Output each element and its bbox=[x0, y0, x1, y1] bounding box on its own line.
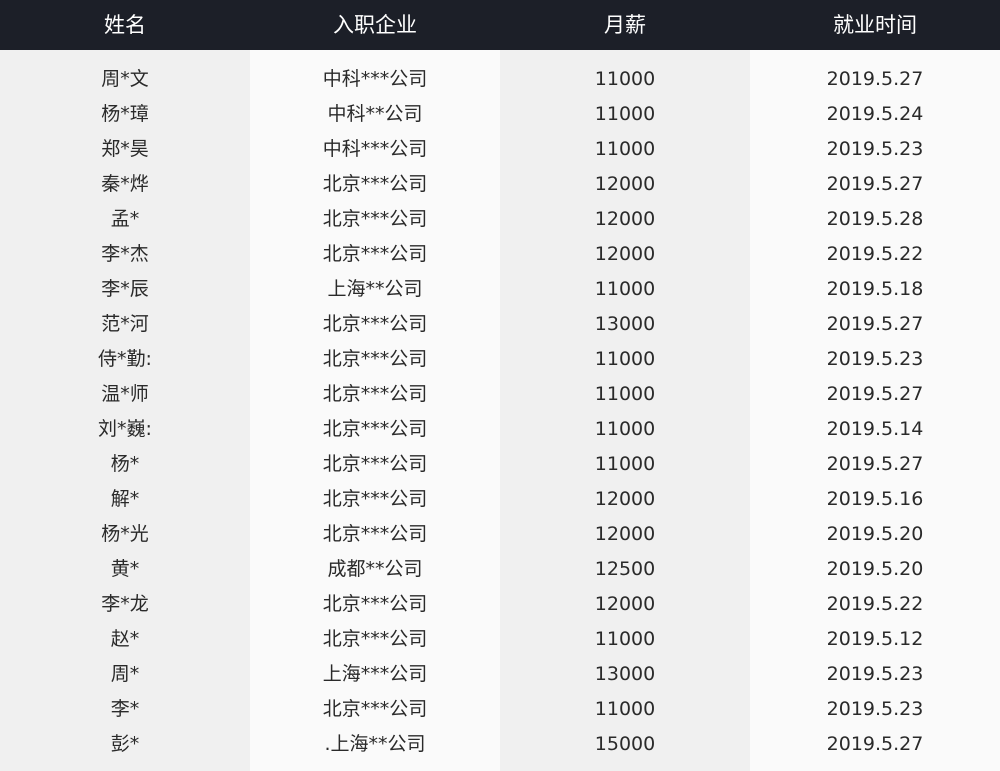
date-cell: 2019.5.27 bbox=[826, 733, 924, 755]
date-cell: 2019.5.14 bbox=[826, 418, 924, 440]
name-cell: 李*辰 bbox=[101, 278, 149, 300]
date-cell: 2019.5.22 bbox=[826, 593, 924, 615]
date-cell: 2019.5.23 bbox=[826, 698, 924, 720]
header-company: 入职企业 bbox=[333, 13, 417, 37]
header-name: 姓名 bbox=[104, 13, 146, 37]
salary-cell: 12000 bbox=[594, 523, 656, 545]
name-cell: 李*杰 bbox=[101, 243, 149, 265]
date-cell: 2019.5.27 bbox=[826, 453, 924, 475]
company-cell: .上海**公司 bbox=[324, 733, 426, 755]
salary-cell: 13000 bbox=[594, 663, 656, 685]
salary-cell: 12500 bbox=[594, 558, 656, 580]
date-cell: 2019.5.20 bbox=[826, 558, 924, 580]
name-cell: 杨* bbox=[110, 453, 140, 475]
salary-cell: 11000 bbox=[594, 68, 656, 90]
company-cell: 中科***公司 bbox=[322, 68, 428, 90]
column-salary: 11000 11000 11000 12000 12000 12000 11000 13000… bbox=[500, 50, 750, 771]
date-cell: 2019.5.24 bbox=[826, 103, 924, 125]
date-cell: 2019.5.23 bbox=[826, 348, 924, 370]
company-cell: 北京***公司 bbox=[322, 488, 428, 510]
company-cell: 上海***公司 bbox=[322, 663, 428, 685]
date-cell: 2019.5.22 bbox=[826, 243, 924, 265]
company-cell: 成都**公司 bbox=[327, 558, 423, 580]
date-cell: 2019.5.23 bbox=[826, 138, 924, 160]
salary-cell: 11000 bbox=[594, 278, 656, 300]
date-cell: 2019.5.12 bbox=[826, 628, 924, 650]
name-cell: 刘*巍: bbox=[98, 418, 152, 440]
company-cell: 北京***公司 bbox=[322, 243, 428, 265]
salary-cell: 12000 bbox=[594, 173, 656, 195]
salary-cell: 11000 bbox=[594, 628, 656, 650]
table-body: 周*文杨*璋郑*昊秦*烨孟* 李*杰李*辰范*河侍*勤: 温*师刘*巍: 杨* 解* 杨*… bbox=[0, 50, 1000, 771]
date-cell: 2019.5.20 bbox=[826, 523, 924, 545]
column-date: 2019.5.27 2019.5.24 2019.5.23 2019.5.27 2019… bbox=[750, 50, 1000, 771]
company-cell: 北京***公司 bbox=[322, 628, 428, 650]
company-cell: 北京***公司 bbox=[322, 698, 428, 720]
company-cell: 上海**公司 bbox=[327, 278, 423, 300]
company-cell: 中科***公司 bbox=[322, 138, 428, 160]
salary-cell: 12000 bbox=[594, 208, 656, 230]
date-cell: 2019.5.18 bbox=[826, 278, 924, 300]
name-cell: 赵* bbox=[110, 628, 140, 650]
name-cell: 温*师 bbox=[101, 383, 149, 405]
company-cell: 中科**公司 bbox=[327, 103, 423, 125]
salary-cell: 12000 bbox=[594, 243, 656, 265]
company-cell: 北京***公司 bbox=[322, 453, 428, 475]
name-cell: 孟* bbox=[110, 208, 140, 230]
name-cell: 侍*勤: bbox=[98, 348, 152, 370]
header-date: 就业时间 bbox=[833, 13, 917, 37]
column-name: 周*文杨*璋郑*昊秦*烨孟* 李*杰李*辰范*河侍*勤: 温*师刘*巍: 杨* 解* 杨*… bbox=[0, 50, 250, 771]
company-cell: 北京***公司 bbox=[322, 523, 428, 545]
company-cell: 北京***公司 bbox=[322, 593, 428, 615]
salary-cell: 15000 bbox=[594, 733, 656, 755]
date-cell: 2019.5.16 bbox=[826, 488, 924, 510]
date-cell: 2019.5.27 bbox=[826, 173, 924, 195]
salary-cell: 11000 bbox=[594, 103, 656, 125]
column-company: 中科***公司 中科**公司 中科***公司 北京***公司 北京***公司 北京***公… bbox=[250, 50, 500, 771]
salary-cell: 12000 bbox=[594, 488, 656, 510]
name-cell: 李*龙 bbox=[101, 593, 149, 615]
table-header: 姓名 入职企业 月薪 就业时间 bbox=[0, 0, 1000, 50]
name-cell: 李* bbox=[110, 698, 140, 720]
date-cell: 2019.5.27 bbox=[826, 68, 924, 90]
name-cell: 解* bbox=[110, 488, 140, 510]
name-cell: 周* bbox=[110, 663, 140, 685]
company-cell: 北京***公司 bbox=[322, 313, 428, 335]
salary-cell: 11000 bbox=[594, 418, 656, 440]
name-cell: 郑*昊 bbox=[101, 138, 149, 160]
company-cell: 北京***公司 bbox=[322, 173, 428, 195]
salary-cell: 11000 bbox=[594, 138, 656, 160]
name-cell: 秦*烨 bbox=[101, 173, 149, 195]
salary-cell: 11000 bbox=[594, 383, 656, 405]
date-cell: 2019.5.27 bbox=[826, 383, 924, 405]
name-cell: 彭* bbox=[110, 733, 140, 755]
date-cell: 2019.5.27 bbox=[826, 313, 924, 335]
company-cell: 北京***公司 bbox=[322, 208, 428, 230]
company-cell: 北京***公司 bbox=[322, 383, 428, 405]
salary-cell: 11000 bbox=[594, 348, 656, 370]
name-cell: 杨*璋 bbox=[101, 103, 149, 125]
name-cell: 黄* bbox=[110, 558, 140, 580]
company-cell: 北京***公司 bbox=[322, 418, 428, 440]
salary-cell: 12000 bbox=[594, 593, 656, 615]
salary-cell: 13000 bbox=[594, 313, 656, 335]
company-cell: 北京***公司 bbox=[322, 348, 428, 370]
salary-cell: 11000 bbox=[594, 698, 656, 720]
date-cell: 2019.5.28 bbox=[826, 208, 924, 230]
header-salary: 月薪 bbox=[604, 13, 646, 37]
name-cell: 范*河 bbox=[101, 313, 149, 335]
date-cell: 2019.5.23 bbox=[826, 663, 924, 685]
salary-cell: 11000 bbox=[594, 453, 656, 475]
name-cell: 周*文 bbox=[101, 68, 149, 90]
name-cell: 杨*光 bbox=[101, 523, 149, 545]
